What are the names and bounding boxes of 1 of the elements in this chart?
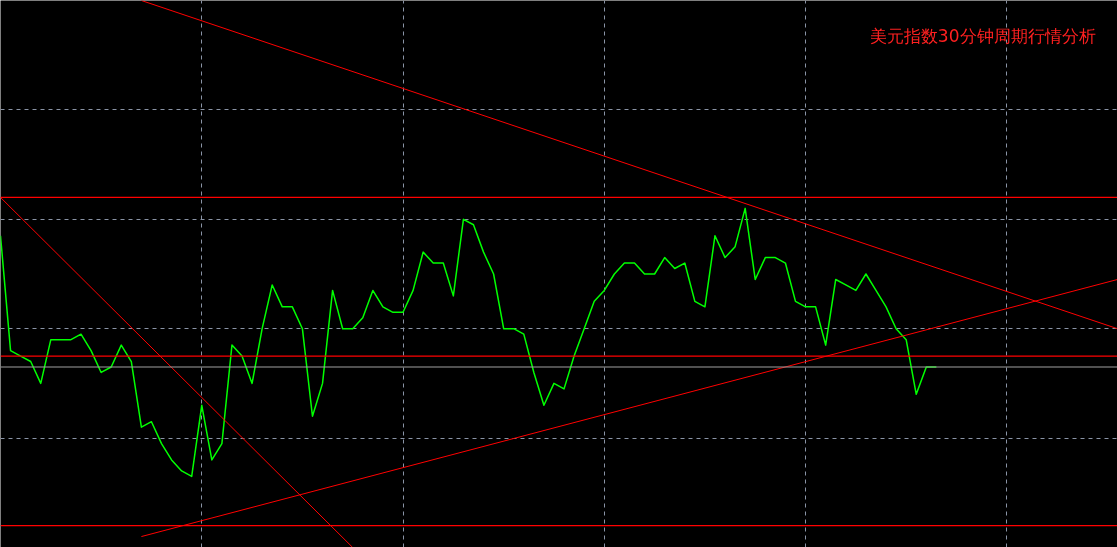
text: 美元指数30分钟周期行情分析 [869,25,1096,46]
